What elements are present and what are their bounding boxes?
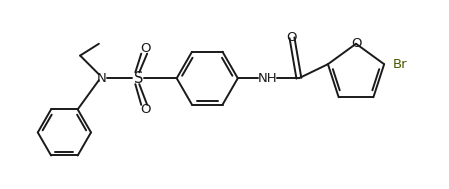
Text: O: O: [287, 31, 297, 44]
Text: O: O: [140, 42, 150, 55]
Text: N: N: [97, 72, 107, 85]
Text: Br: Br: [392, 58, 407, 71]
Text: S: S: [134, 71, 143, 86]
Text: NH: NH: [258, 72, 277, 85]
Text: O: O: [140, 103, 150, 116]
Text: O: O: [351, 37, 361, 50]
